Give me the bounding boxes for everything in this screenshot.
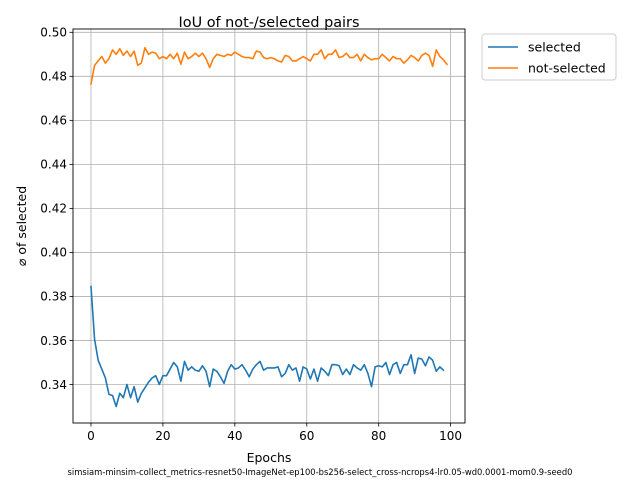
y-tick-label: 0.34	[40, 378, 67, 392]
series-layer	[90, 46, 449, 408]
grid	[73, 29, 465, 423]
footnote: simsiam-minsim-collect_metrics-resnet50-…	[68, 467, 573, 477]
y-tick-label: 0.38	[40, 290, 67, 304]
x-axis-label: Epochs	[247, 450, 292, 465]
y-axis-label: ⌀ of selected	[14, 186, 29, 266]
y-tick-label: 0.50	[40, 26, 67, 40]
legend-label-not-selected: not-selected	[528, 61, 606, 76]
y-tick-label: 0.44	[40, 158, 67, 172]
x-tick-label: 40	[227, 429, 242, 443]
y-tick-label: 0.40	[40, 246, 67, 260]
y-tick-label: 0.48	[40, 70, 67, 84]
y-tick-label: 0.36	[40, 334, 67, 348]
legend: selected not-selected	[481, 33, 617, 81]
plot-area	[73, 29, 465, 423]
x-axis-ticks: 0 20 40 60 80 100	[87, 423, 462, 443]
y-axis-ticks: 0.34 0.36 0.38 0.40 0.42 0.44 0.46 0.48 0.50	[40, 26, 73, 392]
y-tick-label: 0.46	[40, 114, 67, 128]
series-line-selected	[90, 285, 445, 408]
series-line-not-selected	[90, 46, 449, 85]
x-tick-label: 0	[87, 429, 95, 443]
legend-label-selected: selected	[528, 40, 581, 55]
x-tick-label: 60	[299, 429, 314, 443]
x-tick-label: 20	[155, 429, 170, 443]
x-tick-label: 80	[371, 429, 386, 443]
plot-frame	[72, 28, 466, 424]
y-tick-label: 0.42	[40, 202, 67, 216]
x-tick-label: 100	[439, 429, 462, 443]
chart-title: IoU of not-/selected pairs	[179, 15, 360, 31]
